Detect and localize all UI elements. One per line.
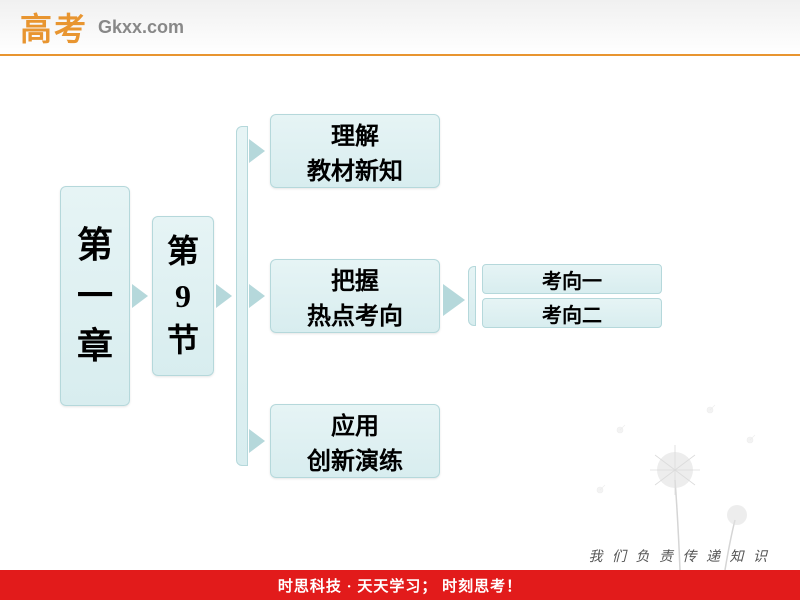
arrow-chapter-section <box>132 284 148 308</box>
section-box: 第 9 节 <box>152 216 214 376</box>
sub-bracket <box>468 266 476 326</box>
chapter-line2: 一 <box>77 271 113 321</box>
section-line3: 节 <box>167 318 199 363</box>
bracket-bar <box>236 126 248 466</box>
branch1-line2: 教材新知 <box>307 151 403 186</box>
header: 高考 Gkxx.com <box>0 0 800 56</box>
section-line2: 9 <box>175 274 191 319</box>
chapter-line3: 章 <box>77 321 113 371</box>
arrow-section-bracket <box>216 284 232 308</box>
sub-branch-1: 考向一 <box>482 264 662 294</box>
footer-text: 时思科技 · 天天学习； 时刻思考！ <box>278 575 522 596</box>
sub-branch-2: 考向二 <box>482 298 662 328</box>
branch2-line2: 热点考向 <box>307 296 403 331</box>
arrow-branch2-sub <box>443 284 465 316</box>
branch-box-1: 理解 教材新知 <box>270 114 440 188</box>
branch3-line2: 创新演练 <box>307 441 403 476</box>
dandelion-decoration <box>570 370 790 570</box>
bracket-arrow-bot <box>249 429 265 453</box>
slogan: 我 们 负 责 传 递 知 识 <box>589 546 771 566</box>
logo-sub: Gkxx.com <box>98 17 184 38</box>
branch-box-3: 应用 创新演练 <box>270 404 440 478</box>
bracket-arrow-mid <box>249 284 265 308</box>
logo-main: 高考 <box>20 4 88 50</box>
section-line1: 第 <box>167 229 199 274</box>
footer: 时思科技 · 天天学习； 时刻思考！ <box>0 570 800 600</box>
branch1-line1: 理解 <box>331 116 379 151</box>
branch3-line1: 应用 <box>331 406 379 441</box>
chapter-box: 第 一 章 <box>60 186 130 406</box>
sub2-label: 考向二 <box>542 299 602 328</box>
sub1-label: 考向一 <box>542 265 602 294</box>
branch-box-2: 把握 热点考向 <box>270 259 440 333</box>
bracket-arrow-top <box>249 139 265 163</box>
chapter-line1: 第 <box>77 220 113 270</box>
branch2-line1: 把握 <box>331 261 379 296</box>
